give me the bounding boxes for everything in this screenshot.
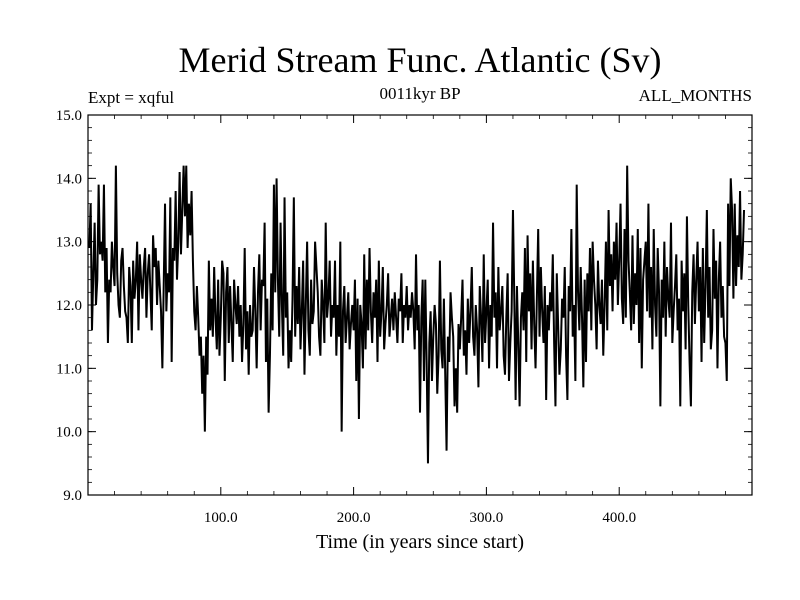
x-tick-label: 200.0 <box>337 510 371 526</box>
season-label: ALL_MONTHS <box>639 86 752 105</box>
y-tick-label: 10.0 <box>56 425 82 441</box>
x-tick-label: 300.0 <box>470 510 504 526</box>
y-tick-label: 14.0 <box>56 171 82 187</box>
x-axis: 100.0 200.0 300.0 400.0 <box>114 115 753 526</box>
x-tick-label: 100.0 <box>204 510 238 526</box>
x-axis-label: Time (in years since start) <box>316 531 524 553</box>
experiment-label: Expt = xqful <box>88 88 174 107</box>
series-line <box>88 165 746 464</box>
y-tick-label: 13.0 <box>56 235 82 251</box>
chart-title: Merid Stream Func. Atlantic (Sv) <box>179 40 662 80</box>
y-tick-label: 12.0 <box>56 298 82 314</box>
period-label: 0011kyr BP <box>379 84 460 103</box>
plot-frame <box>87 114 753 496</box>
x-tick-label: 400.0 <box>602 510 636 526</box>
y-tick-label: 15.0 <box>56 108 82 124</box>
y-tick-label: 9.0 <box>63 488 82 504</box>
y-tick-label: 11.0 <box>56 361 82 377</box>
